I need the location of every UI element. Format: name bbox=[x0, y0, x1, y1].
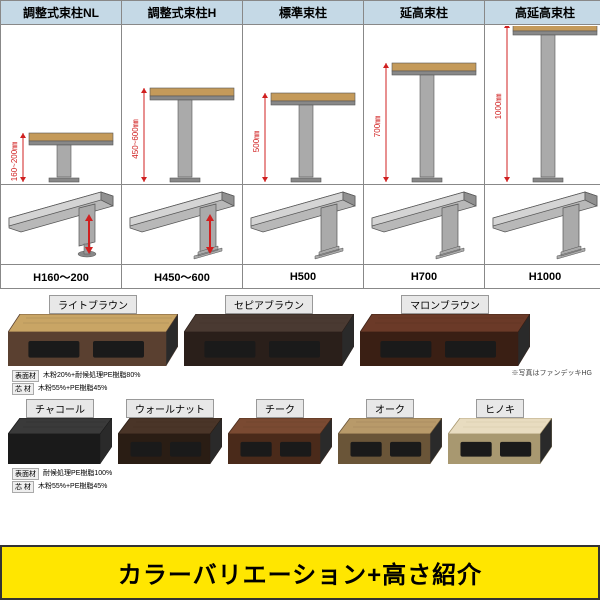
post-diagram-3: 700㎜ bbox=[364, 25, 485, 185]
svg-text:500㎜: 500㎜ bbox=[252, 130, 261, 151]
photo-footnote: ※写真はファンデッキHG bbox=[512, 368, 593, 378]
post-range-label-3: H700 bbox=[364, 265, 485, 289]
post-detail-2 bbox=[243, 185, 364, 265]
color-swatch bbox=[338, 418, 442, 464]
post-range-label-1: H450～600 bbox=[122, 265, 243, 289]
color-variation-section: ライトブラウン セピアブラウン マロンブラウン 表面材木粉20 bbox=[0, 289, 600, 497]
post-range-label-0: H160～200 bbox=[1, 265, 122, 289]
color-swatch bbox=[184, 314, 354, 366]
color-swatch bbox=[360, 314, 530, 366]
post-detail-0 bbox=[1, 185, 122, 265]
color-label: チーク bbox=[256, 399, 304, 418]
material-note: 芯 材木粉55%+PE樹脂45% bbox=[12, 383, 140, 395]
svg-text:450~600㎜: 450~600㎜ bbox=[131, 119, 140, 158]
banner-title: カラーバリエーション+高さ紹介 bbox=[0, 545, 600, 600]
color-swatch bbox=[448, 418, 552, 464]
color-item-オーク: オーク bbox=[338, 399, 442, 464]
post-header-2: 標準束柱 bbox=[243, 1, 364, 25]
post-diagram-2: 500㎜ bbox=[243, 25, 364, 185]
color-swatch bbox=[118, 418, 222, 464]
color-swatch bbox=[8, 314, 178, 366]
material-note: 芯 材木粉55%+PE樹脂45% bbox=[12, 481, 588, 493]
svg-text:160~200㎜: 160~200㎜ bbox=[10, 141, 19, 180]
color-label: ウォールナット bbox=[126, 399, 214, 418]
color-swatch bbox=[8, 418, 112, 464]
post-diagram-4: 1000㎜ bbox=[485, 25, 600, 185]
color-swatch bbox=[228, 418, 332, 464]
color-item-チャコール: チャコール bbox=[8, 399, 112, 464]
color-label: マロンブラウン bbox=[401, 295, 489, 314]
color-item-ライトブラウン: ライトブラウン bbox=[8, 295, 178, 366]
color-item-ヒノキ: ヒノキ bbox=[448, 399, 552, 464]
svg-text:700㎜: 700㎜ bbox=[373, 115, 382, 136]
post-range-label-2: H500 bbox=[243, 265, 364, 289]
post-header-3: 延高束柱 bbox=[364, 1, 485, 25]
svg-text:1000㎜: 1000㎜ bbox=[494, 93, 503, 119]
color-label: チャコール bbox=[26, 399, 94, 418]
color-item-チーク: チーク bbox=[228, 399, 332, 464]
post-detail-4 bbox=[485, 185, 600, 265]
post-header-4: 高延高束柱 bbox=[485, 1, 600, 25]
post-header-1: 調整式束柱H bbox=[122, 1, 243, 25]
post-header-0: 調整式束柱NL bbox=[1, 1, 122, 25]
color-label: ヒノキ bbox=[476, 399, 524, 418]
color-label: ライトブラウン bbox=[49, 295, 137, 314]
color-item-ウォールナット: ウォールナット bbox=[118, 399, 222, 464]
color-item-マロンブラウン: マロンブラウン bbox=[360, 295, 530, 366]
material-note: 表面材耐候処理PE樹脂100% bbox=[12, 468, 588, 480]
post-detail-3 bbox=[364, 185, 485, 265]
post-diagram-1: 450~600㎜ bbox=[122, 25, 243, 185]
color-label: セピアブラウン bbox=[225, 295, 313, 314]
material-note: 表面材木粉20%+耐候処理PE樹脂80% bbox=[12, 370, 140, 382]
color-label: オーク bbox=[366, 399, 414, 418]
color-item-セピアブラウン: セピアブラウン bbox=[184, 295, 354, 366]
post-height-table: 調整式束柱NL調整式束柱H標準束柱延高束柱高延高束柱 160~200㎜ 450~… bbox=[0, 0, 600, 289]
post-range-label-4: H1000 bbox=[485, 265, 600, 289]
post-detail-1 bbox=[122, 185, 243, 265]
post-diagram-0: 160~200㎜ bbox=[1, 25, 122, 185]
